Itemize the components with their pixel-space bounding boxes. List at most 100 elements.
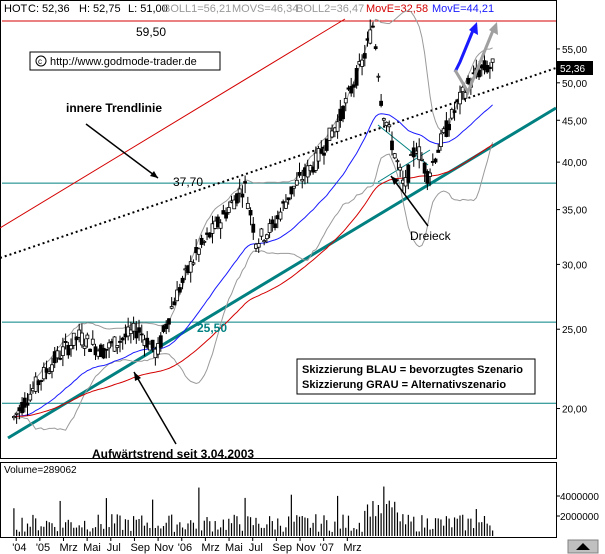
candle-body [447,123,452,131]
candle-body [368,29,373,44]
candle-body [376,75,381,78]
volume-label: Volume=289062 [4,465,77,476]
candle-body [202,240,207,243]
candle-body [55,350,60,359]
candle-body [354,68,359,86]
candle-body [58,357,63,360]
header-boll2: BOLL2=36,47 [296,3,364,15]
scroll-arrow-icon[interactable] [576,543,590,550]
candle-body [460,86,465,93]
url-box [29,51,221,71]
candle-body [88,348,92,352]
candle-body [36,380,41,386]
candle-body [362,53,367,59]
candle-body [477,69,481,78]
price-tick-label: 55,00 [562,45,587,56]
candle-body [381,118,386,121]
last-price-label: 52,36 [560,64,585,75]
candle-body [384,121,389,126]
legend-blue-label: Skizzierung BLAU = bevorzugtes Szenario [302,364,523,376]
candle-body [343,98,348,104]
candle-body [390,140,394,151]
last-price-badge [557,61,593,75]
candlesticks [12,19,495,424]
candle-body [398,166,403,171]
candle-body [14,412,19,415]
candle-body [245,202,250,210]
candle-body [349,85,354,94]
header-boll1: BOLL1=56,21 [163,3,231,15]
candle-body [264,234,269,240]
candle-body [235,193,239,204]
triangle-lower-line [377,149,431,183]
header-move-blue: MovE=44,21 [432,3,494,15]
candle-body [458,91,462,105]
candle-body [196,248,201,255]
candle-body [324,138,329,151]
candle-body [433,158,438,163]
time-tick-label: Nov [154,542,174,554]
price-tick-label: 40,00 [562,158,587,169]
header-high: H: 52,75 [79,3,121,15]
candle-body [392,153,397,159]
candle-body [360,59,364,67]
time-tick-label: Jul [249,542,263,554]
candle-body [107,342,112,349]
candle-body [294,179,299,186]
candle-body [216,216,220,228]
candle-body [175,289,180,302]
dreieck-label: Dreieck [410,229,452,243]
candle-body [289,186,294,195]
time-tick-label: '07 [320,542,334,554]
candle-body [373,46,378,50]
price-tick-label: 45,00 [562,116,587,127]
candle-body [90,338,95,345]
candle-body [452,110,457,113]
volume-bars [13,486,494,536]
candle-body [145,337,150,348]
innere-trendlinie-arrowhead [150,171,158,178]
candle-body [259,228,264,237]
candle-body [297,172,302,176]
candle-body [191,262,196,265]
candle-body [270,219,275,225]
candle-body [278,211,283,220]
candle-body [69,345,73,350]
candle-body [439,133,443,147]
candle-body [300,179,305,182]
bollinger-lower-line [13,142,494,431]
candle-body [158,335,163,348]
candle-body [488,66,492,70]
candle-body [120,337,125,341]
candle-body [207,232,212,238]
dreieck-arrowhead [391,176,399,185]
copyright-icon [35,55,47,67]
candle-body [466,77,471,84]
level-3770-label: 37,70 [173,175,203,189]
scenario-blue-arrowhead [469,22,478,35]
aufwaertstrend-arrow [133,371,177,445]
time-tick-label: Mrz [59,542,77,554]
candle-body [237,188,242,194]
candle-body [60,346,65,357]
header-close: C: 52,36 [28,3,70,15]
candle-body [104,348,109,351]
candle-body [406,164,411,183]
ema-blue-line [13,104,493,417]
price-tick-label: 50,00 [562,79,587,90]
level-2550-label: 25,50 [197,321,227,335]
time-tick-label: Mai [83,542,101,554]
ema-red-line [13,143,493,417]
candle-body [177,287,182,293]
time-tick-label: Mrz [343,542,361,554]
candle-body [218,222,223,229]
candle-body [490,58,495,63]
high-value-label: 59,50 [136,25,166,39]
dreieck-arrow [390,175,429,227]
candle-body [139,333,144,336]
candle-body [395,160,400,163]
candle-body [256,243,261,248]
candle-body [305,165,310,178]
candle-body [267,223,272,233]
volume-panel-frame [0,462,557,538]
